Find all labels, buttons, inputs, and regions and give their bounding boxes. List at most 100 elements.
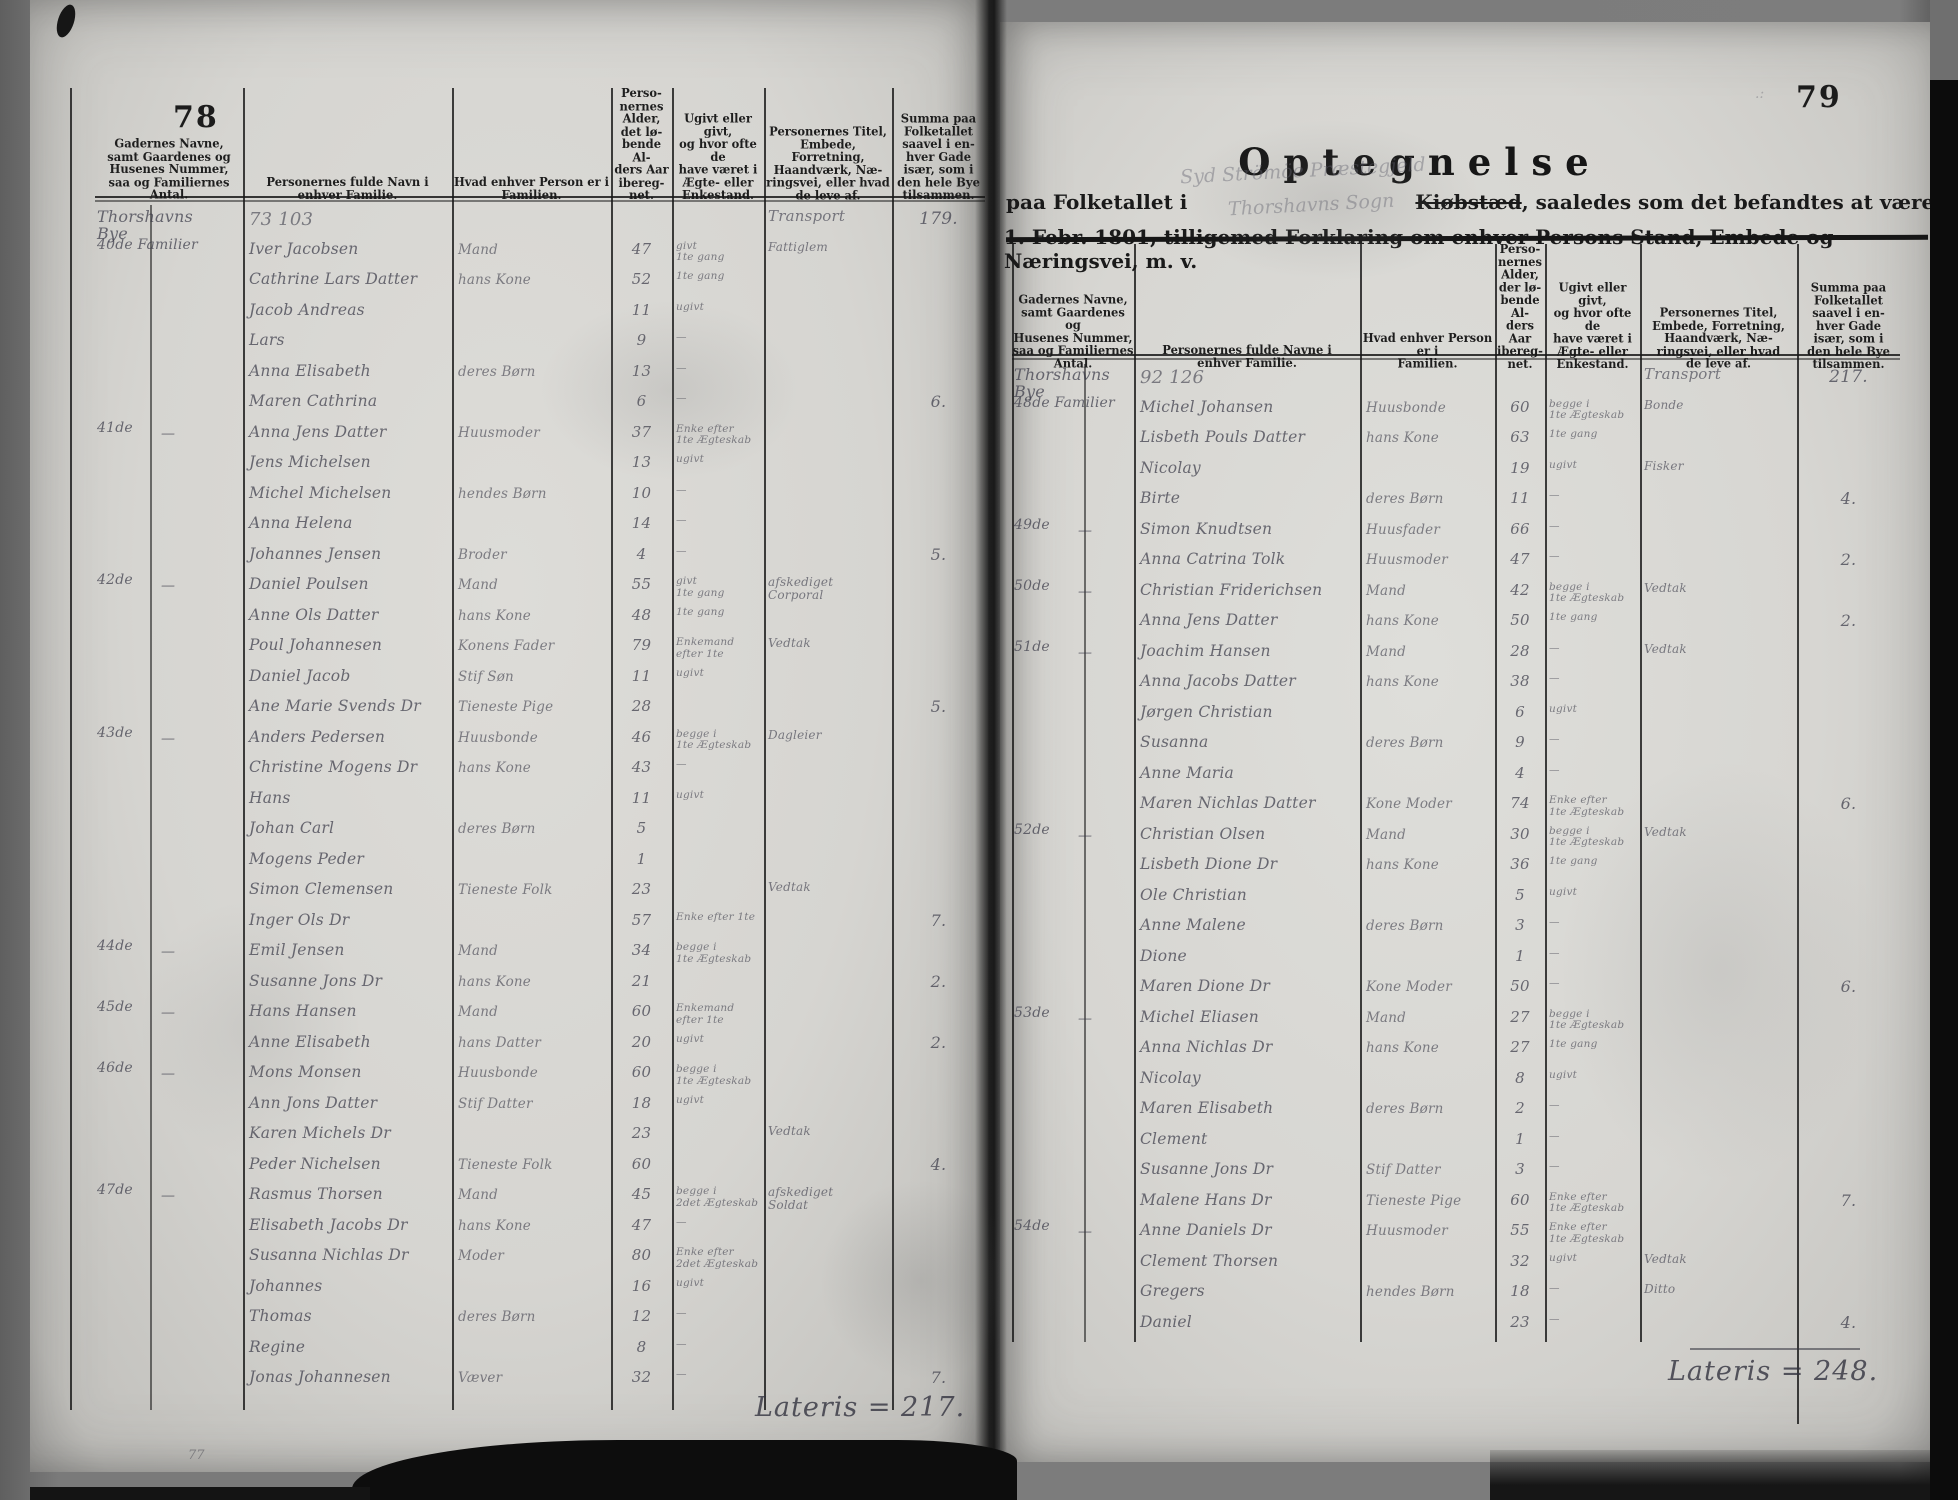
marital-status: Enke efter 1te Ægteskab: [1549, 1190, 1625, 1214]
person-name: Gregers: [1140, 1282, 1205, 1300]
age-value: 48: [631, 605, 652, 624]
summa-value: 5.: [930, 544, 947, 564]
corner-pencil-mark: 77: [188, 1448, 205, 1463]
marital-status: begge i 1te Ægteskab: [1549, 824, 1625, 848]
marital-status: ugivt: [676, 666, 704, 679]
person-name: Anna Catrina Tolk: [1140, 550, 1286, 568]
marital-status: Enkemand efter 1te: [676, 1002, 735, 1026]
ledger-row: 51de — Joachim Hansen Mand 28 — Vedtak: [1012, 639, 1900, 670]
ledger-body-right: Thorshavns Bye 92 126 Transport 217. 48d…: [1012, 364, 1900, 1340]
subtitle-line-1: paa Folketallet i Kiøbstæd, saaledes som …: [1006, 190, 1958, 214]
age-value: 11: [631, 788, 652, 807]
col-header-marital: Ugivt eller givt, og hvor ofte de have v…: [1553, 279, 1632, 371]
summa-value: 4.: [1840, 489, 1857, 508]
col-header-streets: Gadernes Navne, samt Gaardenes og Husene…: [1012, 292, 1134, 371]
person-name: Jens Michelsen: [249, 453, 371, 471]
family-number: 51de: [1014, 638, 1050, 655]
age-value: 12: [631, 1307, 652, 1325]
person-name: Lisbeth Pouls Datter: [1140, 428, 1306, 446]
ledger-row: Ane Marie Svends Dr Tieneste Pige 28 5.: [95, 694, 985, 725]
family-number-cell: 43de —: [95, 725, 243, 773]
ledger-row: Jonas Johannesen Væver 32 — 7.: [95, 1365, 985, 1396]
ledger-row: Anna Jens Datter hans Kone 50 1te gang 2…: [1012, 608, 1900, 639]
ledger-row: 49de — Simon Knudtsen Huusfader 66 —: [1012, 517, 1900, 548]
summa-value: 6.: [930, 392, 947, 411]
family-position: Huusmoder: [458, 424, 540, 441]
marital-status: ugivt: [1549, 458, 1577, 471]
family-number-cell: 50de —: [1012, 578, 1134, 626]
family-position: Mand: [458, 943, 499, 959]
age-value: 52: [631, 270, 652, 288]
person-name: Simon Knudtsen: [1140, 519, 1273, 538]
family-number-cell: 51de —: [1012, 639, 1134, 687]
ledger-row: Hans 11 ugivt: [95, 786, 985, 817]
family-position: Mand: [458, 241, 499, 258]
page-right: 79 .: Optegnelse Syd Strömöe Præstegjeld…: [1000, 22, 1958, 1462]
family-number-cell: 44de —: [95, 938, 243, 986]
family-position: Stif Datter: [458, 1095, 533, 1112]
page-number-left: 78: [173, 100, 219, 135]
ledger-row: Jørgen Christian 6 ugivt: [1012, 700, 1900, 731]
age-value: 55: [631, 575, 652, 593]
col-header-occupation: Personernes Titel, Embede, Forretning, H…: [1652, 304, 1785, 371]
family-position: hans Datter: [458, 1034, 542, 1051]
ledger-row: Anne Ols Datter hans Kone 48 1te gang: [95, 603, 985, 634]
document-title: Optegnelse: [1238, 140, 1602, 184]
ledger-row: 54de — Anne Daniels Dr Huusmoder 55 Enke…: [1012, 1218, 1900, 1249]
table-rule: [1545, 244, 1547, 1342]
age-value: 60: [1510, 1190, 1530, 1209]
age-value: 4: [1515, 763, 1525, 782]
summa-value: 6.: [1840, 977, 1857, 996]
age-value: 63: [1510, 428, 1530, 446]
person-name: Michel Eliasen: [1140, 1007, 1259, 1026]
person-name: Susanne Jons Dr: [1140, 1160, 1274, 1178]
ledger-row: Anna Helena 14 —: [95, 511, 985, 542]
ledger-row: 45de — Hans Hansen Mand 60 Enkemand efte…: [95, 999, 985, 1030]
summa-value: 7.: [930, 910, 947, 930]
sum-rule: [1690, 1348, 1860, 1350]
family-position: hans Kone: [458, 1217, 531, 1234]
header-rule-2: [95, 200, 985, 202]
marital-status: —: [1549, 1099, 1560, 1111]
table-rule: [452, 88, 454, 1410]
person-name: Anna Helena: [249, 514, 353, 532]
family-number: 46de: [97, 1060, 133, 1076]
ledger-body-left: Thorshavns Bye 73 103 Transport 179. 40d…: [95, 206, 985, 1396]
age-value: 11: [1510, 489, 1530, 507]
person-name: Michel Johansen: [1140, 397, 1274, 416]
table-rule: [892, 88, 894, 1410]
family-position: Huusbonde: [458, 1065, 538, 1081]
marital-status: —: [1549, 519, 1560, 532]
ledger-row: Peder Nichelsen Tieneste Folk 60 4.: [95, 1152, 985, 1183]
ledger-row: Johannes 16 ugivt: [95, 1274, 985, 1305]
family-number-cell: 40de Familier: [95, 237, 243, 285]
marital-status: —: [1549, 946, 1560, 959]
ledger-row: Ole Christian 5 ugivt: [1012, 883, 1900, 914]
marital-status: —: [1549, 763, 1560, 776]
occupation: [1640, 1310, 1797, 1358]
marital-status: ugivt: [676, 1032, 704, 1045]
family-position: Tieneste Pige: [1366, 1192, 1462, 1209]
marital-status: —: [676, 1368, 687, 1380]
marital-status: ugivt: [1549, 1068, 1577, 1081]
age-value: 47: [631, 1215, 652, 1234]
ledger-row: Maren Dione Dr Kone Moder 50 — 6.: [1012, 974, 1900, 1005]
marital-status: —: [1549, 1312, 1560, 1325]
family-number: 50de: [1014, 577, 1050, 594]
table-rule: [243, 88, 245, 1410]
summa-value: 5.: [930, 697, 947, 716]
occupation: Vedtak: [1644, 824, 1687, 839]
col-header-occupation: Personernes Titel, Embede, Forretning, H…: [766, 123, 890, 202]
age-value: 18: [631, 1093, 652, 1112]
family-position: hans Kone: [458, 760, 531, 776]
marital-status: 1te gang: [676, 270, 725, 282]
family-number: Thorshavns Bye: [1014, 365, 1110, 401]
age-value: 42: [1510, 580, 1530, 599]
summa-value: 217.: [1829, 367, 1868, 387]
family-dash: —: [161, 944, 176, 960]
person-name: Clement: [1140, 1129, 1208, 1148]
person-name: Anna Nichlas Dr: [1140, 1038, 1273, 1056]
table-rule: [70, 88, 72, 1410]
marital-status: —: [1549, 1129, 1560, 1142]
ledger-row: Cathrine Lars Datter hans Kone 52 1te ga…: [95, 267, 985, 298]
